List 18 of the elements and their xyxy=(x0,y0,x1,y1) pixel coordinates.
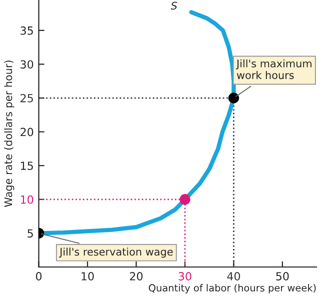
x-tick-label: 20 xyxy=(130,272,143,280)
y-axis-title: Wage rate (dollars per hour) xyxy=(4,60,14,207)
y-tick-label: 30 xyxy=(20,60,34,69)
y-tick-label: 20 xyxy=(20,128,34,136)
x-tick-label: 50 xyxy=(276,272,289,280)
y-tick-label: 15 xyxy=(20,162,33,170)
y-tick-label: 5 xyxy=(28,229,33,238)
x-tick-label: 0 xyxy=(36,272,42,280)
y-tick-label: 35 xyxy=(20,26,33,35)
y-tick-label: 25 xyxy=(20,94,33,102)
x-tick-label: 10 xyxy=(82,272,94,280)
x-axis-title: Quantity of labor (hours per week) xyxy=(148,284,316,294)
x-tick-label: 40 xyxy=(227,272,240,280)
y-tick-label: 10 xyxy=(20,195,34,204)
annotation: S xyxy=(170,2,178,10)
annotation: Jill's maximum work hours xyxy=(236,59,312,80)
x-tick-label: 30 xyxy=(178,272,192,280)
annotation: Jill's reservation wage xyxy=(59,248,173,258)
